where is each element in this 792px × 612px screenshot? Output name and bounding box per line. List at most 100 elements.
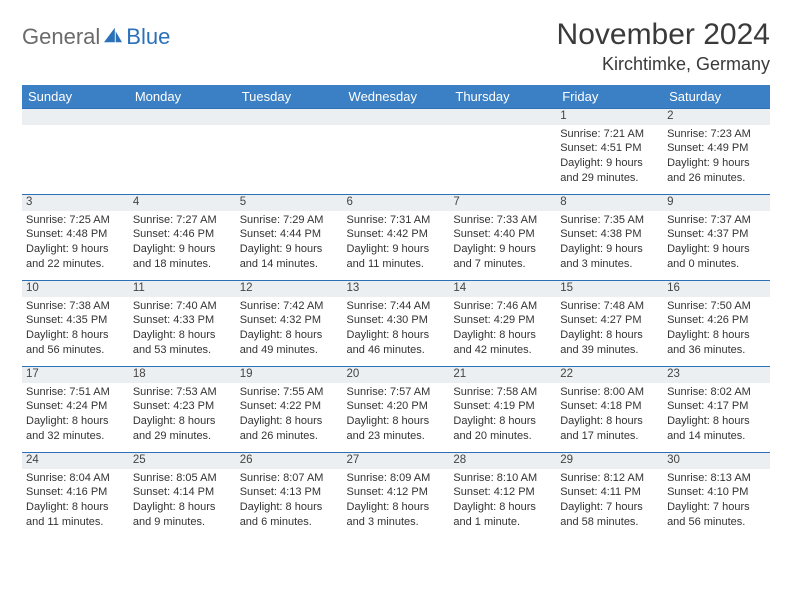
day-content-cell: Sunrise: 7:27 AMSunset: 4:46 PMDaylight:… (129, 211, 236, 281)
day-content-cell (449, 125, 556, 195)
day-content-cell: Sunrise: 7:42 AMSunset: 4:32 PMDaylight:… (236, 297, 343, 367)
day-number-row: 24252627282930 (22, 453, 770, 469)
daylight-text: Daylight: 8 hours and 29 minutes. (133, 414, 232, 444)
day-content-cell: Sunrise: 7:57 AMSunset: 4:20 PMDaylight:… (343, 383, 450, 453)
day-content-cell (236, 125, 343, 195)
daylight-text: Daylight: 9 hours and 18 minutes. (133, 242, 232, 272)
day-number-cell: 30 (663, 453, 770, 469)
sunset-text: Sunset: 4:49 PM (667, 141, 766, 156)
sunset-text: Sunset: 4:17 PM (667, 399, 766, 414)
sunrise-text: Sunrise: 8:07 AM (240, 471, 339, 486)
weekday-header-row: SundayMondayTuesdayWednesdayThursdayFrid… (22, 85, 770, 109)
day-content-row: Sunrise: 8:04 AMSunset: 4:16 PMDaylight:… (22, 469, 770, 539)
sunrise-text: Sunrise: 7:46 AM (453, 299, 552, 314)
sunset-text: Sunset: 4:42 PM (347, 227, 446, 242)
day-number-cell: 21 (449, 367, 556, 383)
sunset-text: Sunset: 4:29 PM (453, 313, 552, 328)
daylight-text: Daylight: 8 hours and 17 minutes. (560, 414, 659, 444)
daylight-text: Daylight: 8 hours and 20 minutes. (453, 414, 552, 444)
sunrise-text: Sunrise: 8:05 AM (133, 471, 232, 486)
day-number-cell: 7 (449, 195, 556, 211)
sunset-text: Sunset: 4:38 PM (560, 227, 659, 242)
daylight-text: Daylight: 8 hours and 23 minutes. (347, 414, 446, 444)
sunrise-text: Sunrise: 7:29 AM (240, 213, 339, 228)
daylight-text: Daylight: 8 hours and 6 minutes. (240, 500, 339, 530)
day-number-cell: 19 (236, 367, 343, 383)
sunrise-text: Sunrise: 7:31 AM (347, 213, 446, 228)
weekday-header: Saturday (663, 85, 770, 109)
sunrise-text: Sunrise: 7:23 AM (667, 127, 766, 142)
day-content-cell: Sunrise: 7:38 AMSunset: 4:35 PMDaylight:… (22, 297, 129, 367)
day-content-cell: Sunrise: 7:29 AMSunset: 4:44 PMDaylight:… (236, 211, 343, 281)
day-content-cell: Sunrise: 7:46 AMSunset: 4:29 PMDaylight:… (449, 297, 556, 367)
day-number-cell (22, 109, 129, 125)
day-number-cell: 28 (449, 453, 556, 469)
daylight-text: Daylight: 8 hours and 53 minutes. (133, 328, 232, 358)
sunrise-text: Sunrise: 7:40 AM (133, 299, 232, 314)
day-number-cell (449, 109, 556, 125)
sunrise-text: Sunrise: 7:37 AM (667, 213, 766, 228)
sunset-text: Sunset: 4:27 PM (560, 313, 659, 328)
day-number-cell: 10 (22, 281, 129, 297)
day-content-cell: Sunrise: 7:50 AMSunset: 4:26 PMDaylight:… (663, 297, 770, 367)
sunset-text: Sunset: 4:32 PM (240, 313, 339, 328)
day-content-cell (22, 125, 129, 195)
day-content-row: Sunrise: 7:51 AMSunset: 4:24 PMDaylight:… (22, 383, 770, 453)
sunset-text: Sunset: 4:20 PM (347, 399, 446, 414)
day-number-cell: 20 (343, 367, 450, 383)
day-number-cell: 13 (343, 281, 450, 297)
weekday-header: Sunday (22, 85, 129, 109)
daylight-text: Daylight: 9 hours and 7 minutes. (453, 242, 552, 272)
daylight-text: Daylight: 9 hours and 11 minutes. (347, 242, 446, 272)
sunset-text: Sunset: 4:24 PM (26, 399, 125, 414)
day-content-cell: Sunrise: 7:51 AMSunset: 4:24 PMDaylight:… (22, 383, 129, 453)
sunrise-text: Sunrise: 7:25 AM (26, 213, 125, 228)
daylight-text: Daylight: 8 hours and 56 minutes. (26, 328, 125, 358)
sunset-text: Sunset: 4:46 PM (133, 227, 232, 242)
day-number-cell (236, 109, 343, 125)
sunset-text: Sunset: 4:30 PM (347, 313, 446, 328)
day-number-row: 10111213141516 (22, 281, 770, 297)
day-content-cell: Sunrise: 7:44 AMSunset: 4:30 PMDaylight:… (343, 297, 450, 367)
day-content-cell: Sunrise: 7:53 AMSunset: 4:23 PMDaylight:… (129, 383, 236, 453)
sunset-text: Sunset: 4:13 PM (240, 485, 339, 500)
day-number-cell: 24 (22, 453, 129, 469)
day-content-cell: Sunrise: 8:07 AMSunset: 4:13 PMDaylight:… (236, 469, 343, 539)
daylight-text: Daylight: 9 hours and 3 minutes. (560, 242, 659, 272)
sunset-text: Sunset: 4:23 PM (133, 399, 232, 414)
weekday-header: Friday (556, 85, 663, 109)
daylight-text: Daylight: 7 hours and 58 minutes. (560, 500, 659, 530)
daylight-text: Daylight: 8 hours and 3 minutes. (347, 500, 446, 530)
sunset-text: Sunset: 4:26 PM (667, 313, 766, 328)
sunrise-text: Sunrise: 7:38 AM (26, 299, 125, 314)
daylight-text: Daylight: 8 hours and 11 minutes. (26, 500, 125, 530)
day-content-cell: Sunrise: 8:02 AMSunset: 4:17 PMDaylight:… (663, 383, 770, 453)
weekday-header: Wednesday (343, 85, 450, 109)
daylight-text: Daylight: 9 hours and 29 minutes. (560, 156, 659, 186)
day-number-cell: 1 (556, 109, 663, 125)
day-number-cell: 15 (556, 281, 663, 297)
day-content-cell: Sunrise: 7:48 AMSunset: 4:27 PMDaylight:… (556, 297, 663, 367)
daylight-text: Daylight: 8 hours and 49 minutes. (240, 328, 339, 358)
sunset-text: Sunset: 4:44 PM (240, 227, 339, 242)
weekday-header: Thursday (449, 85, 556, 109)
sunrise-text: Sunrise: 7:55 AM (240, 385, 339, 400)
sunrise-text: Sunrise: 7:44 AM (347, 299, 446, 314)
day-number-cell: 8 (556, 195, 663, 211)
day-number-cell: 2 (663, 109, 770, 125)
day-content-row: Sunrise: 7:21 AMSunset: 4:51 PMDaylight:… (22, 125, 770, 195)
day-number-cell: 6 (343, 195, 450, 211)
sunset-text: Sunset: 4:18 PM (560, 399, 659, 414)
day-content-cell (343, 125, 450, 195)
day-content-cell: Sunrise: 7:31 AMSunset: 4:42 PMDaylight:… (343, 211, 450, 281)
day-content-cell: Sunrise: 7:35 AMSunset: 4:38 PMDaylight:… (556, 211, 663, 281)
day-number-cell: 17 (22, 367, 129, 383)
logo: General Blue (22, 18, 170, 50)
daylight-text: Daylight: 8 hours and 32 minutes. (26, 414, 125, 444)
day-number-cell (343, 109, 450, 125)
sunrise-text: Sunrise: 7:58 AM (453, 385, 552, 400)
day-content-cell: Sunrise: 8:00 AMSunset: 4:18 PMDaylight:… (556, 383, 663, 453)
sunrise-text: Sunrise: 7:21 AM (560, 127, 659, 142)
sunrise-text: Sunrise: 7:27 AM (133, 213, 232, 228)
daylight-text: Daylight: 9 hours and 22 minutes. (26, 242, 125, 272)
